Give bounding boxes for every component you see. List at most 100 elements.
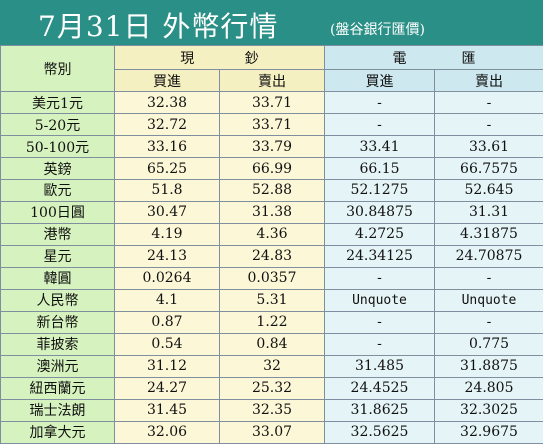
wire-buy-cell: 24.34125 xyxy=(324,244,435,268)
wire-buy-cell: 66.15 xyxy=(324,157,435,180)
cash-sell-cell: 33.07 xyxy=(219,420,325,444)
wire-sell-cell: 0.775 xyxy=(434,332,543,356)
table-row: 人民幣 4.1 5.31 Unquote Unquote xyxy=(0,288,543,312)
cash-buy-cell: 65.25 xyxy=(114,157,220,180)
cash-buy-cell: 30.47 xyxy=(114,200,220,224)
cash-sell-cell: 66.99 xyxy=(219,157,325,180)
cash-sell-cell: 5.31 xyxy=(219,288,325,312)
cash-buy-cell: 33.16 xyxy=(114,135,220,159)
wire-buy-cell: - xyxy=(324,91,435,115)
wire-buy-cell: 33.41 xyxy=(324,135,435,159)
cash-buy-cell: 31.12 xyxy=(114,354,220,378)
wire-buy-cell: 4.2725 xyxy=(324,222,435,246)
currency-name: 港幣 xyxy=(0,222,115,246)
table-row: 瑞士法朗 31.45 32.35 31.8625 32.3025 xyxy=(0,398,543,422)
table-row: 美元1元 32.38 33.71- - xyxy=(0,91,543,115)
cash-buy-cell: 0.0264 xyxy=(114,266,220,290)
cash-group-char-2: 鈔 xyxy=(244,50,259,67)
wire-group-char-2: 匯 xyxy=(461,50,476,67)
wire-buy-header: 買進 xyxy=(324,69,435,93)
rates-table: 幣別 現 鈔 電 匯 買進 賣出 買進 賣出 xyxy=(0,44,543,444)
cash-buy-cell: 32.72 xyxy=(114,113,220,137)
table-row: 50-100元 33.16 33.79 33.41 33.61 xyxy=(0,135,543,159)
cash-sell-cell: 33.71 xyxy=(219,113,325,137)
cash-group-char-1: 現 xyxy=(180,50,195,67)
wire-sell-cell: 31.31 xyxy=(434,200,543,224)
table-row: 5-20元 32.72 33.71- - xyxy=(0,113,543,137)
cash-sell-cell: 1.22 xyxy=(219,310,325,334)
wire-sell-cell: Unquote xyxy=(434,288,543,312)
cash-buy-cell: 24.27 xyxy=(114,376,220,400)
page-title: 7月31日 外幣行情 xyxy=(38,10,279,43)
cash-sell-cell: 31.38 xyxy=(219,200,325,224)
wire-sell-cell: 31.8875 xyxy=(434,354,543,378)
table-row: 韓圓 0.0264 0.0357- - xyxy=(0,266,543,290)
wire-buy-cell: 30.84875 xyxy=(324,200,435,224)
wire-buy-cell: - xyxy=(324,332,435,356)
wire-group-header: 電 匯 xyxy=(324,44,543,71)
currency-name: 50-100元 xyxy=(0,135,115,159)
wire-sell-cell: 52.645 xyxy=(434,179,543,202)
wire-buy-cell: 31.485 xyxy=(324,354,435,378)
wire-sell-cell: 66.7575 xyxy=(434,157,543,180)
wire-sell-cell: 32.9675 xyxy=(434,420,543,444)
cash-buy-cell: 0.54 xyxy=(114,332,220,356)
cash-sell-cell: 32 xyxy=(219,354,325,378)
table-row: 歐元 51.8 52.88 52.1275 52.645 xyxy=(0,179,543,202)
cash-sell-cell: 33.71 xyxy=(219,91,325,115)
cash-sell-cell: 0.84 xyxy=(219,332,325,356)
wire-sell-cell: 4.31875 xyxy=(434,222,543,246)
cash-buy-cell: 24.13 xyxy=(114,244,220,268)
wire-sell-cell: 24.70875 xyxy=(434,244,543,268)
title-bar: 7月31日 外幣行情 (盤谷銀行匯價) xyxy=(0,0,543,45)
wire-sell-cell: - xyxy=(434,310,543,334)
currency-name: 美元1元 xyxy=(0,91,115,115)
currency-name: 紐西蘭元 xyxy=(0,376,115,400)
cash-buy-cell: 31.45 xyxy=(114,398,220,422)
currency-name: 歐元 xyxy=(0,179,115,202)
table-row: 菲披索 0.54 0.84-0.775 xyxy=(0,332,543,356)
cash-group-header: 現 鈔 xyxy=(114,44,325,71)
currency-name: 菲披索 xyxy=(0,332,115,356)
table-row: 加拿大元 32.06 33.07 32.5625 32.9675 xyxy=(0,420,543,444)
currency-column-header: 幣別 xyxy=(0,44,115,93)
table-row: 紐西蘭元 24.27 25.32 24.4525 24.805 xyxy=(0,376,543,400)
cash-sell-cell: 4.36 xyxy=(219,222,325,246)
cash-sell-header: 賣出 xyxy=(219,69,325,93)
cash-sell-cell: 24.83 xyxy=(219,244,325,268)
wire-buy-cell: 32.5625 xyxy=(324,420,435,444)
cash-buy-cell: 32.38 xyxy=(114,91,220,115)
wire-sell-cell: - xyxy=(434,91,543,115)
source-note: (盤谷銀行匯價) xyxy=(330,22,425,38)
wire-buy-cell: - xyxy=(324,266,435,290)
header-row-sub: 買進 賣出 買進 賣出 xyxy=(1,69,543,93)
wire-buy-cell: 24.4525 xyxy=(324,376,435,400)
cash-buy-cell: 4.19 xyxy=(114,222,220,246)
currency-name: 100日圓 xyxy=(0,200,115,224)
wire-sell-cell: 33.61 xyxy=(434,135,543,159)
cash-buy-cell: 32.06 xyxy=(114,420,220,444)
wire-buy-cell: Unquote xyxy=(324,288,435,312)
cash-sell-cell: 25.32 xyxy=(219,376,325,400)
wire-buy-cell: - xyxy=(324,113,435,137)
currency-name: 加拿大元 xyxy=(0,420,115,444)
currency-name: 韓圓 xyxy=(0,266,115,290)
table-row: 澳洲元 31.12 32 31.485 31.8875 xyxy=(0,354,543,378)
wire-buy-cell: - xyxy=(324,310,435,334)
header-row-group: 幣別 現 鈔 電 匯 xyxy=(0,44,543,93)
currency-name: 人民幣 xyxy=(0,288,115,312)
currency-name: 瑞士法朗 xyxy=(0,398,115,422)
currency-name: 英鎊 xyxy=(0,157,115,180)
table-row: 新台幣 0.87 1.22- - xyxy=(0,310,543,334)
wire-buy-cell: 31.8625 xyxy=(324,398,435,422)
cash-sell-cell: 33.79 xyxy=(219,135,325,159)
table-row: 星元 24.13 24.83 24.34125 24.70875 xyxy=(0,244,543,268)
currency-name: 星元 xyxy=(0,244,115,268)
cash-sell-cell: 0.0357 xyxy=(219,266,325,290)
currency-name: 5-20元 xyxy=(0,113,115,137)
wire-sell-cell: 24.805 xyxy=(434,376,543,400)
cash-buy-cell: 51.8 xyxy=(114,179,220,202)
cash-buy-header: 買進 xyxy=(114,69,220,93)
wire-group-char-1: 電 xyxy=(392,50,407,67)
